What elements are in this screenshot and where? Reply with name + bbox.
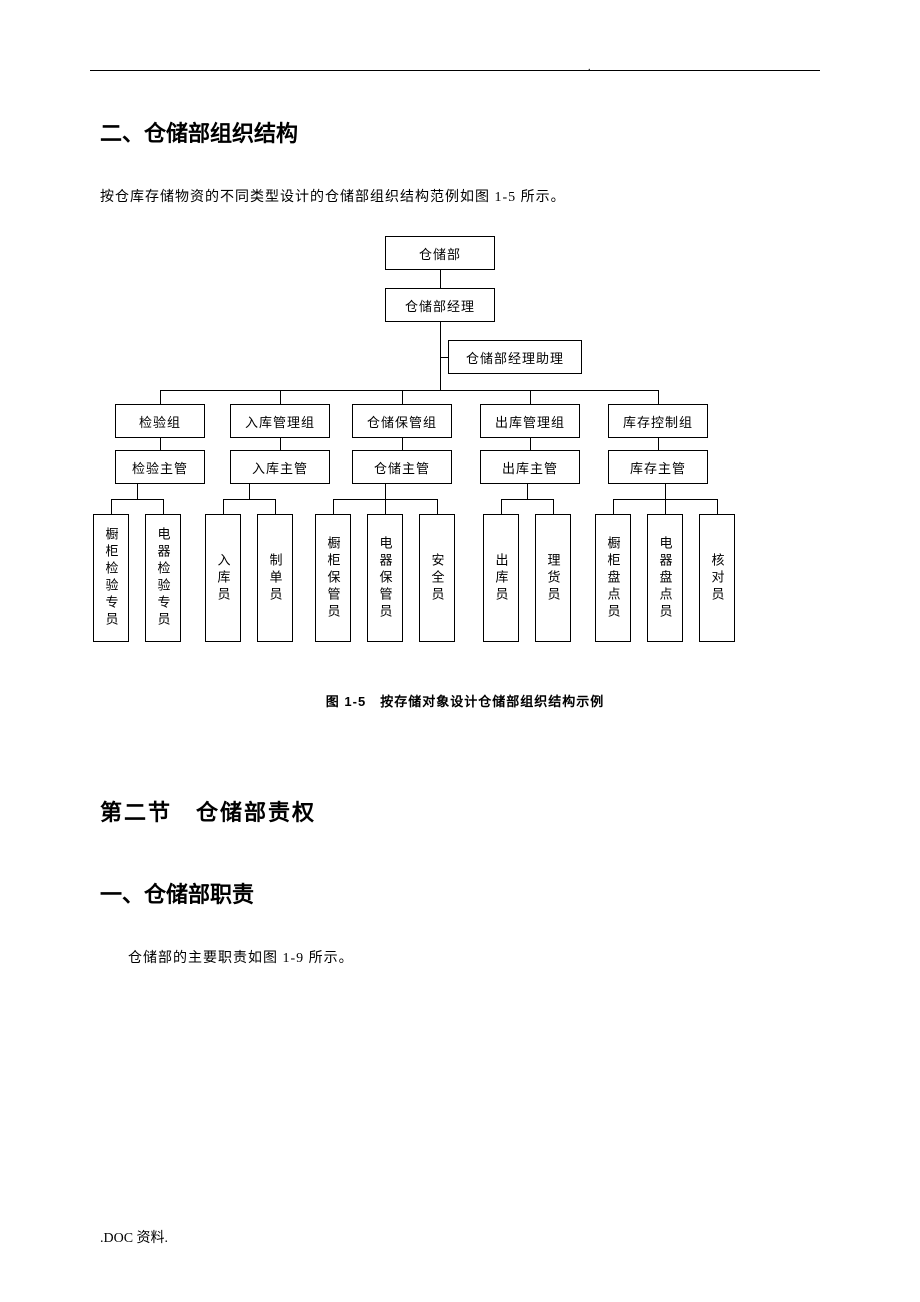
node-group: 检验组: [115, 404, 205, 438]
header-dot: .: [588, 62, 591, 73]
node-supervisor: 库存主管: [608, 450, 708, 484]
node-department: 仓储部: [385, 236, 495, 270]
connector: [440, 270, 441, 288]
connector: [658, 390, 659, 404]
node-supervisor: 入库主管: [230, 450, 330, 484]
connector: [160, 438, 161, 450]
connector: [501, 499, 502, 514]
node-group: 入库管理组: [230, 404, 330, 438]
connector: [402, 438, 403, 450]
node-manager: 仓储部经理: [385, 288, 495, 322]
connector: [527, 484, 528, 499]
connector: [613, 499, 614, 514]
connector: [385, 499, 386, 514]
node-leaf: 核对员: [699, 514, 735, 642]
figure-caption: 图 1-5 按存储对象设计仓储部组织结构示例: [100, 691, 830, 710]
node-leaf: 电器保管员: [367, 514, 403, 642]
duties-paragraph: 仓储部的主要职责如图 1-9 所示。: [100, 947, 830, 967]
node-supervisor: 仓储主管: [352, 450, 452, 484]
node-leaf: 橱柜检验专员: [93, 514, 129, 642]
node-leaf: 理货员: [535, 514, 571, 642]
connector: [501, 499, 553, 500]
node-leaf: 电器盘点员: [647, 514, 683, 642]
node-leaf: 电器检验专员: [145, 514, 181, 642]
connector: [437, 499, 438, 514]
node-group: 仓储保管组: [352, 404, 452, 438]
connector: [717, 499, 718, 514]
connector: [333, 499, 334, 514]
connector: [163, 499, 164, 514]
org-chart: 仓储部 仓储部经理 仓储部经理助理 检验组 入库管理组 仓储保管组 出库管理组 …: [90, 236, 810, 656]
connector: [111, 499, 163, 500]
node-group: 库存控制组: [608, 404, 708, 438]
connector: [665, 484, 666, 499]
node-leaf: 橱柜盘点员: [595, 514, 631, 642]
node-leaf: 橱柜保管员: [315, 514, 351, 642]
heading-duties: 一、仓储部职责: [100, 877, 830, 909]
document-page: . 二、仓储部组织结构 按仓库存储物资的不同类型设计的仓储部组织结构范例如图 1…: [0, 0, 920, 1302]
connector: [530, 438, 531, 450]
connector: [553, 499, 554, 514]
connector: [249, 484, 250, 499]
connector: [160, 390, 658, 391]
connector: [223, 499, 224, 514]
connector: [665, 499, 666, 514]
node-leaf: 制单员: [257, 514, 293, 642]
connector: [137, 484, 138, 499]
node-supervisor: 检验主管: [115, 450, 205, 484]
connector: [658, 438, 659, 450]
connector: [402, 390, 403, 404]
node-leaf: 出库员: [483, 514, 519, 642]
node-leaf: 安全员: [419, 514, 455, 642]
connector: [440, 322, 441, 390]
node-assistant: 仓储部经理助理: [448, 340, 582, 374]
connector: [111, 499, 112, 514]
connector: [530, 390, 531, 404]
connector: [385, 484, 386, 499]
node-supervisor: 出库主管: [480, 450, 580, 484]
top-rule: [90, 70, 820, 71]
connector: [280, 390, 281, 404]
intro-paragraph: 按仓库存储物资的不同类型设计的仓储部组织结构范例如图 1-5 所示。: [100, 186, 830, 206]
connector: [160, 390, 161, 404]
heading-org-structure: 二、仓储部组织结构: [100, 116, 830, 148]
footer-text: .DOC 资料.: [100, 1227, 168, 1247]
connector: [275, 499, 276, 514]
connector: [280, 438, 281, 450]
connector: [223, 499, 275, 500]
section-title: 第二节 仓储部责权: [100, 795, 830, 827]
node-leaf: 入库员: [205, 514, 241, 642]
node-group: 出库管理组: [480, 404, 580, 438]
